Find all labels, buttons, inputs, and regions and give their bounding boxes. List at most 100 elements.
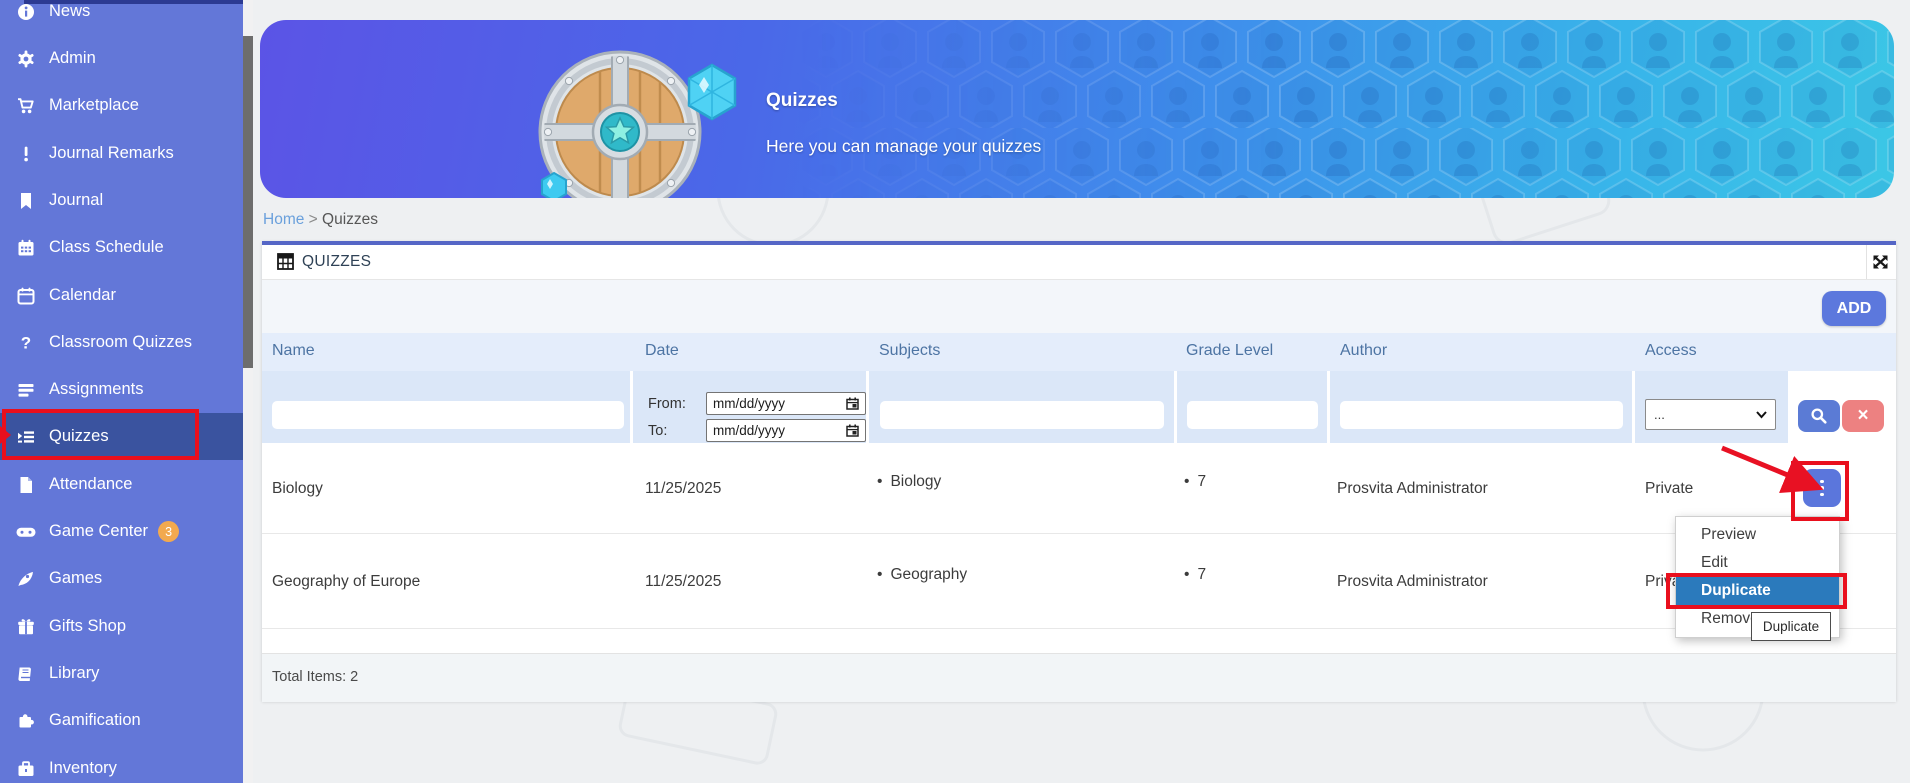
calendar-grid-icon [13, 238, 39, 258]
info-icon [13, 2, 39, 22]
breadcrumb-current: Quizzes [322, 211, 379, 228]
search-icon [1811, 408, 1827, 424]
expand-icon[interactable] [1871, 253, 1890, 276]
cell-date: 11/25/2025 [645, 573, 722, 590]
author-filter-input[interactable] [1340, 401, 1623, 429]
kebab-icon [1820, 479, 1824, 484]
sidebar-item-label: Quizzes [49, 427, 109, 445]
sidebar-item-quizzes[interactable]: Quizzes [0, 413, 243, 460]
sidebar-item-label: Assignments [49, 380, 144, 398]
calendar-icon [13, 286, 39, 306]
calendar-picker-icon[interactable] [846, 424, 859, 437]
cart-icon [13, 96, 39, 116]
gem-large [687, 63, 737, 121]
book-icon [13, 664, 39, 684]
add-button[interactable]: ADD [1822, 291, 1886, 326]
breadcrumb-home-link[interactable]: Home [263, 211, 305, 228]
sidebar-item-attendance[interactable]: Attendance [0, 461, 243, 508]
date-to-input[interactable]: mm/dd/yyyy [706, 419, 866, 442]
filter-column-gap [630, 371, 633, 443]
row-actions-button[interactable] [1803, 469, 1841, 507]
panel-header: QUIZZES [262, 245, 1896, 280]
from-label: From: [648, 396, 686, 412]
column-header-access: Access [1645, 342, 1697, 359]
gem-small [541, 171, 567, 198]
list-bars-icon [13, 380, 39, 400]
banner-subtitle: Here you can manage your quizzes [766, 136, 1042, 156]
sidebar-item-admin[interactable]: Admin [0, 35, 243, 82]
cell-subjects: • Geography [877, 566, 968, 583]
filter-column-gap [1327, 371, 1330, 443]
header-divider [1866, 245, 1867, 279]
column-header-name: Name [272, 342, 315, 359]
search-button[interactable] [1798, 400, 1840, 432]
sidebar-item-gamification[interactable]: Gamification [0, 697, 243, 744]
banner-title: Quizzes [766, 90, 838, 111]
table-row[interactable]: Biology 11/25/2025 • Biology • 7 Prosvita … [262, 443, 1896, 534]
annotation-arrowhead-sidebar [0, 426, 11, 444]
sidebar-item-journal-remarks[interactable]: Journal Remarks [0, 130, 243, 177]
column-header-grade: Grade Level [1186, 342, 1274, 359]
sidebar-item-news[interactable]: News [0, 0, 243, 35]
rocket-icon [13, 569, 39, 589]
menu-item-preview[interactable]: Preview [1701, 526, 1757, 543]
column-header-subjects: Subjects [879, 342, 941, 359]
sidebar-item-label: Marketplace [49, 96, 139, 114]
chevron-down-icon [1756, 410, 1767, 418]
menu-item-duplicate[interactable]: Duplicate [1676, 577, 1839, 605]
sidebar-item-assignments[interactable]: Assignments [0, 366, 243, 413]
breadcrumb: Home > Quizzes [263, 211, 378, 229]
table-grid-icon [277, 253, 294, 275]
sidebar-item-inventory[interactable]: Inventory [0, 745, 243, 783]
column-header-author: Author [1340, 342, 1388, 359]
sidebar-item-class-schedule[interactable]: Class Schedule [0, 224, 243, 271]
svg-text:?: ? [21, 333, 31, 352]
sidebar-item-journal[interactable]: Journal [0, 177, 243, 224]
shield-illustration [538, 50, 737, 198]
sidebar-top-strip [24, 0, 243, 4]
briefcase-icon [13, 759, 39, 779]
sidebar: News Admin Marketplace Journal Remarks J… [0, 0, 243, 783]
cell-author: Prosvita Administrator [1337, 573, 1488, 590]
access-filter-select[interactable]: ... [1645, 399, 1776, 430]
sidebar-item-label: Game Center [49, 522, 149, 540]
page-icon [13, 475, 39, 495]
quiz-list-icon [13, 427, 39, 447]
sidebar-item-games[interactable]: Games [0, 555, 243, 602]
breadcrumb-separator: > [308, 211, 318, 228]
sidebar-item-label: Attendance [49, 475, 133, 493]
sidebar-item-label: News [49, 2, 91, 20]
grade-filter-input[interactable] [1187, 401, 1318, 429]
subjects-filter-input[interactable] [880, 401, 1164, 429]
sidebar-item-classroom-quizzes[interactable]: ? Classroom Quizzes [0, 319, 243, 366]
calendar-picker-icon[interactable] [846, 397, 859, 410]
sidebar-item-label: Classroom Quizzes [49, 333, 193, 351]
total-items-label: Total Items: 2 [272, 669, 359, 685]
sidebar-scrollbar-thumb[interactable] [243, 36, 253, 368]
sidebar-item-marketplace[interactable]: Marketplace [0, 82, 243, 129]
sidebar-item-game-center[interactable]: Game Center 3 [0, 508, 243, 555]
name-filter-input[interactable] [272, 401, 624, 429]
page-banner: Quizzes Here you can manage your quizzes [260, 20, 1894, 198]
bookmark-icon [13, 191, 39, 211]
cell-name: Biology [272, 480, 323, 497]
sidebar-item-label: Journal Remarks [49, 144, 174, 162]
clear-filters-button[interactable]: × [1842, 400, 1884, 432]
date-from-input[interactable]: mm/dd/yyyy [706, 392, 866, 415]
sidebar-item-label: Gifts Shop [49, 617, 127, 635]
filter-column-gap [1174, 371, 1177, 443]
sidebar-item-label: Games [49, 569, 103, 587]
sidebar-scrollbar-track[interactable] [243, 0, 253, 783]
sidebar-item-gifts-shop[interactable]: Gifts Shop [0, 603, 243, 650]
gear-icon [13, 49, 39, 69]
quizzes-panel: QUIZZES ADD Name Date Subjects Grade Lev… [262, 241, 1896, 702]
column-header-date: Date [645, 342, 679, 359]
menu-item-remove[interactable]: Remove [1701, 610, 1759, 627]
sidebar-item-label: Inventory [49, 759, 117, 777]
menu-item-edit[interactable]: Edit [1701, 554, 1728, 571]
question-icon: ? [13, 333, 39, 353]
sidebar-item-calendar[interactable]: Calendar [0, 272, 243, 319]
sidebar-item-library[interactable]: Library [0, 650, 243, 697]
table-row[interactable]: Geography of Europe 11/25/2025 • Geograph… [262, 533, 1896, 629]
